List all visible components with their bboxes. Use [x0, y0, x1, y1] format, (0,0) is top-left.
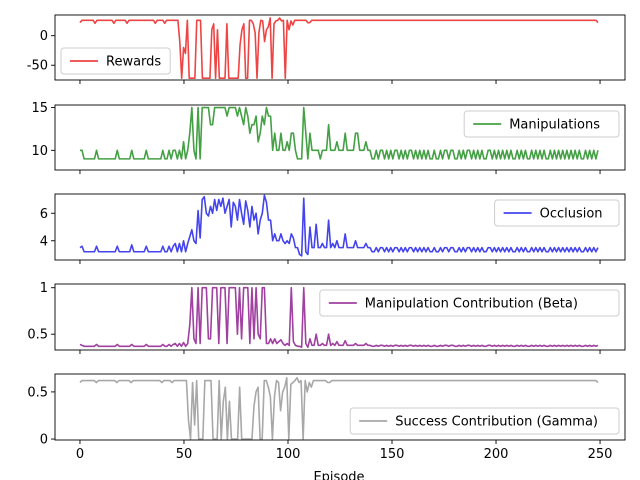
chart-panel-5: 0 0.5 0 50 100 150 200 250 Success Contribution …: [27, 373, 626, 462]
series-line-occlusion: [79, 194, 599, 257]
legend-box: [494, 199, 620, 227]
legend: Rewards: [60, 47, 171, 75]
legend-box: [463, 110, 620, 138]
legend: Success Contribution (Gamma): [349, 407, 620, 435]
axes-frame: [54, 14, 626, 81]
y-tick-label: 0.5: [27, 385, 48, 400]
x-tick-label: 200: [484, 447, 509, 462]
x-tick-label: 250: [588, 447, 613, 462]
legend-label: Occlusion: [540, 207, 603, 222]
y-tick-label: 10: [31, 144, 48, 159]
chart-panel-2: 10 15 Manipulations: [31, 101, 626, 174]
series-line-rewards: [79, 17, 599, 80]
legend-label: Success Contribution (Gamma): [395, 415, 598, 430]
legend: Occlusion: [494, 199, 620, 227]
x-tick-label: 100: [276, 447, 301, 462]
series-line-manipulation-contribution-beta: [79, 286, 599, 349]
axes-frame: [54, 193, 626, 261]
x-axis-label: Episode: [313, 470, 364, 480]
chart-panel-1: -50 0 Rewards: [27, 14, 626, 84]
legend-label: Manipulations: [509, 118, 600, 133]
legend: Manipulations: [463, 110, 620, 138]
y-tick-label: -50: [27, 59, 48, 74]
x-tick-label: 0: [76, 447, 84, 462]
x-tick-label: 50: [176, 447, 193, 462]
y-tick-label: 1: [40, 281, 48, 296]
legend-box: [60, 47, 171, 75]
y-tick-label: 0: [40, 29, 48, 44]
axes-frame: [54, 373, 626, 441]
axes-frame: [54, 104, 626, 171]
chart-panel-3: 4 6 Occlusion: [40, 193, 626, 264]
legend: Manipulation Contribution (Beta): [319, 289, 620, 317]
y-tick-label: 6: [40, 207, 48, 222]
legend-label: Manipulation Contribution (Beta): [365, 297, 578, 312]
legend-box: [349, 407, 620, 435]
series-line-manipulations: [79, 106, 599, 160]
chart-panel-4: 0.5 1 Manipulation Contribution (Beta): [27, 281, 626, 354]
legend-box: [319, 289, 620, 317]
y-tick-label: 0.5: [27, 328, 48, 343]
x-tick-label: 150: [380, 447, 405, 462]
y-tick-label: 4: [40, 234, 48, 249]
series-line-success-contribution-gamma: [79, 376, 599, 440]
axes-frame: [54, 283, 626, 351]
y-tick-label: 0: [40, 433, 48, 448]
y-tick-label: 15: [31, 101, 48, 116]
legend-label: Rewards: [106, 55, 161, 70]
